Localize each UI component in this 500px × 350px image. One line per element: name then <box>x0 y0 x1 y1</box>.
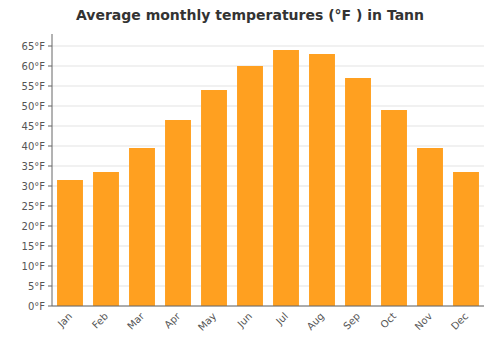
bar <box>165 120 191 306</box>
tick-mark <box>48 246 52 247</box>
tick-label: 35°F <box>22 161 46 172</box>
tick-label: 20°F <box>22 221 46 232</box>
bar <box>237 66 263 306</box>
tick-mark <box>48 146 52 147</box>
tick-label: 55°F <box>22 81 46 92</box>
tick-label: 40°F <box>22 141 46 152</box>
bar <box>201 90 227 306</box>
category-label: Sep <box>341 310 362 331</box>
tick-mark <box>48 266 52 267</box>
tick-label: 60°F <box>22 61 46 72</box>
grid-line <box>52 66 484 67</box>
bar <box>129 148 155 306</box>
chart: Average monthly temperatures (°F ) in Ta… <box>0 0 500 350</box>
tick-mark <box>48 46 52 47</box>
x-axis-line <box>52 306 484 307</box>
category-label: Nov <box>413 310 435 332</box>
tick-label: 15°F <box>22 241 46 252</box>
category-label: Mar <box>125 310 147 332</box>
category-label: Dec <box>449 310 470 331</box>
bars <box>57 50 479 306</box>
bar <box>93 172 119 306</box>
grid <box>52 46 484 306</box>
tick-mark <box>48 166 52 167</box>
category-label: Apr <box>162 310 183 331</box>
grid-line <box>52 146 484 147</box>
tick-label: 30°F <box>22 181 46 192</box>
bar <box>57 180 83 306</box>
tick-label: 45°F <box>22 121 46 132</box>
chart-container: Average monthly temperatures (°F ) in Ta… <box>0 0 500 350</box>
bar <box>309 54 335 306</box>
y-axis: 0°F 5°F 10°F 15°F 20°F 25°F 30°F 35°F 40°F 45°F 50… <box>22 34 52 312</box>
tick-label: 0°F <box>28 301 45 312</box>
bar <box>273 50 299 306</box>
tick-mark <box>48 86 52 87</box>
grid-line <box>52 86 484 87</box>
tick-mark <box>48 106 52 107</box>
tick-mark <box>48 286 52 287</box>
bar <box>417 148 443 306</box>
tick-label: 25°F <box>22 201 46 212</box>
tick-mark <box>48 186 52 187</box>
x-axis: Jan Feb Mar Apr May Jun Jul Aug Sep Oct Nov Dec <box>52 306 484 333</box>
grid-line <box>52 46 484 47</box>
bar <box>453 172 479 306</box>
category-label: May <box>196 310 218 332</box>
grid-line <box>52 306 484 307</box>
tick-mark <box>48 126 52 127</box>
tick-label: 10°F <box>22 261 46 272</box>
grid-line <box>52 126 484 127</box>
tick-mark <box>48 66 52 67</box>
bar <box>381 110 407 306</box>
tick-label: 5°F <box>28 281 45 292</box>
category-label: Aug <box>305 310 327 332</box>
tick-mark <box>48 206 52 207</box>
tick-mark <box>48 306 52 307</box>
bar <box>345 78 371 306</box>
tick-mark <box>48 226 52 227</box>
tick-label: 50°F <box>22 101 46 112</box>
tick-label: 65°F <box>22 41 46 52</box>
category-label: Oct <box>378 310 398 330</box>
category-label: Feb <box>90 310 110 330</box>
category-label: Jun <box>235 310 255 330</box>
category-label: Jul <box>273 310 290 327</box>
category-label: Jan <box>55 310 74 329</box>
title: Average monthly temperatures (°F ) in Ta… <box>76 7 424 23</box>
y-axis-line <box>52 34 53 306</box>
grid-line <box>52 106 484 107</box>
